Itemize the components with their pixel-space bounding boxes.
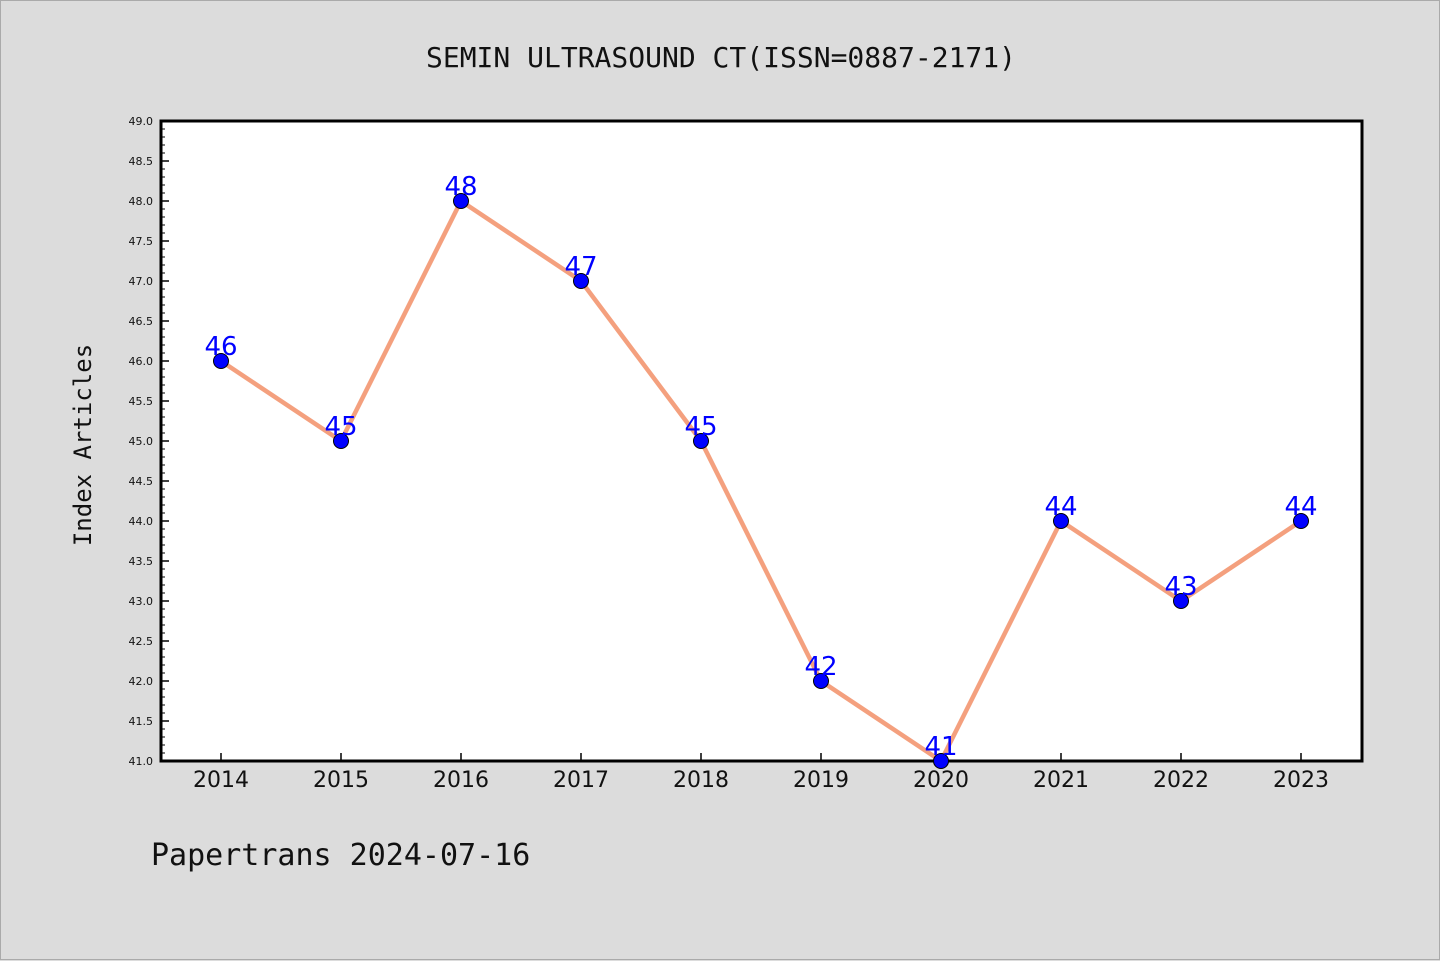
x-tick-label: 2021 bbox=[1033, 768, 1089, 793]
y-tick-label: 45.5 bbox=[129, 395, 154, 408]
y-tick-label: 41.5 bbox=[129, 715, 154, 728]
data-label: 44 bbox=[1284, 492, 1317, 522]
data-point bbox=[1293, 513, 1309, 529]
x-tick-label: 2014 bbox=[193, 768, 249, 793]
data-label: 45 bbox=[684, 412, 717, 442]
data-point bbox=[1053, 513, 1069, 529]
y-tick-label: 46.0 bbox=[129, 355, 154, 368]
x-tick-label: 2023 bbox=[1273, 768, 1329, 793]
y-tick-label: 42.5 bbox=[129, 635, 154, 648]
data-label: 46 bbox=[204, 332, 237, 362]
data-label: 43 bbox=[1164, 572, 1197, 602]
plot-area bbox=[159, 119, 1364, 763]
x-tick-label: 2019 bbox=[793, 768, 849, 793]
data-point bbox=[693, 433, 709, 449]
y-tick-label: 49.0 bbox=[129, 115, 154, 128]
y-tick-label: 47.0 bbox=[129, 275, 154, 288]
y-tick-label: 44.5 bbox=[129, 475, 154, 488]
data-point bbox=[1173, 593, 1189, 609]
data-point bbox=[453, 193, 469, 209]
y-tick-label: 43.5 bbox=[129, 555, 154, 568]
y-tick-label: 48.5 bbox=[129, 155, 154, 168]
data-point bbox=[333, 433, 349, 449]
data-point bbox=[813, 673, 829, 689]
series-line bbox=[219, 198, 1303, 764]
data-point bbox=[933, 753, 949, 769]
y-tick-label: 43.0 bbox=[129, 595, 154, 608]
y-tick-label: 41.0 bbox=[129, 755, 154, 768]
x-tick-label: 2016 bbox=[433, 768, 489, 793]
y-axis: 41.0 41.5 42.0 42.5 43.0 43.5 44.0 44.5 45.0 45.5… bbox=[129, 115, 169, 768]
y-axis-label: Index Articles bbox=[69, 344, 97, 546]
y-tick-label: 45.0 bbox=[129, 435, 154, 448]
y-tick-label: 44.0 bbox=[129, 515, 154, 528]
data-point bbox=[213, 353, 229, 369]
y-tick-label: 48.0 bbox=[129, 195, 154, 208]
x-tick-label: 2022 bbox=[1153, 768, 1209, 793]
data-label: 48 bbox=[444, 172, 477, 202]
data-label: 42 bbox=[804, 652, 837, 682]
data-point bbox=[573, 273, 589, 289]
footer-text: Papertrans 2024-07-16 bbox=[151, 838, 530, 873]
y-tick-label: 46.5 bbox=[129, 315, 154, 328]
x-tick-label: 2015 bbox=[313, 768, 369, 793]
x-tick-label: 2017 bbox=[553, 768, 609, 793]
y-tick-label: 42.0 bbox=[129, 675, 154, 688]
x-tick-label: 2020 bbox=[913, 768, 969, 793]
x-tick-label: 2018 bbox=[673, 768, 729, 793]
data-label: 47 bbox=[564, 252, 597, 282]
data-label: 45 bbox=[324, 412, 357, 442]
chart-title: SEMIN ULTRASOUND CT(ISSN=0887-2171) bbox=[426, 41, 1016, 74]
series-layer: 46 45 48 47 45 42 41 44 43 44 bbox=[204, 172, 1318, 769]
data-label: 41 bbox=[924, 732, 957, 762]
data-label: 44 bbox=[1044, 492, 1077, 522]
y-tick-label: 47.5 bbox=[129, 235, 154, 248]
